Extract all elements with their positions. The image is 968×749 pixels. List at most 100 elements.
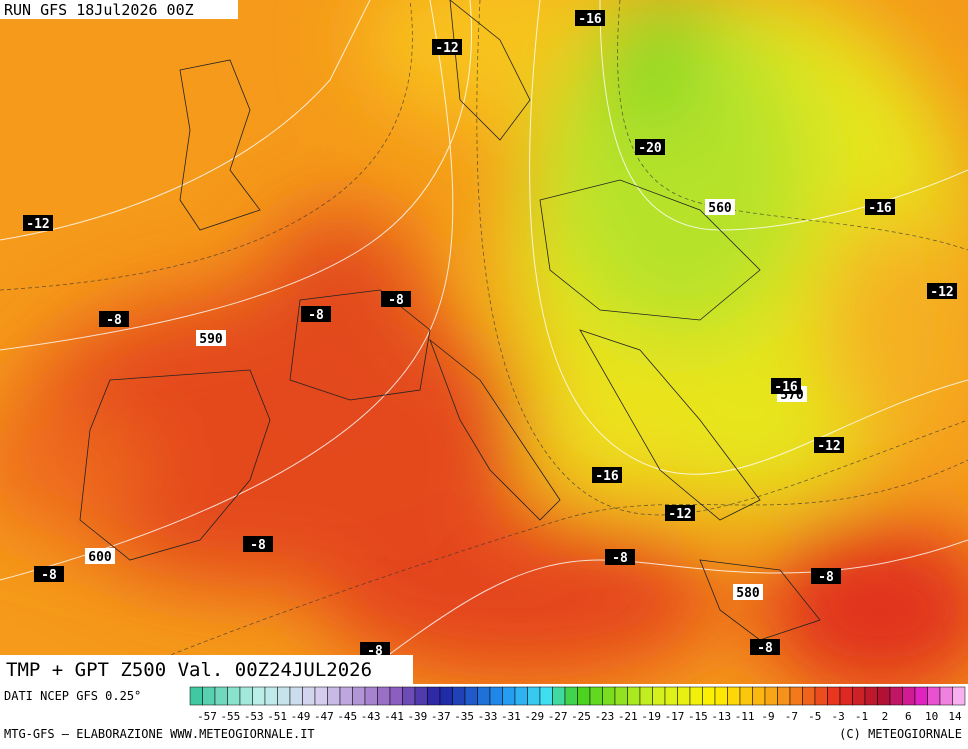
- color-swatch: [202, 686, 216, 706]
- scale-label: -49: [291, 710, 311, 723]
- color-swatch: [689, 686, 703, 706]
- color-swatch: [677, 686, 691, 706]
- contour-label: -8: [41, 568, 57, 583]
- color-swatch: [952, 686, 966, 706]
- color-swatch: [877, 686, 891, 706]
- scale-label: -57: [197, 710, 217, 723]
- label-box: [811, 568, 841, 584]
- color-swatch: [452, 686, 466, 706]
- header-box: [0, 0, 238, 19]
- scale-label: -5: [808, 710, 821, 723]
- scale-label: 10: [925, 710, 938, 723]
- color-swatch: [502, 686, 516, 706]
- label-box: [99, 311, 129, 327]
- color-swatch: [914, 686, 928, 706]
- color-swatch: [589, 686, 603, 706]
- scale-label: 14: [948, 710, 962, 723]
- color-swatch: [739, 686, 753, 706]
- scale-label: -21: [618, 710, 638, 723]
- label-box: [592, 467, 622, 483]
- contour-label: -12: [26, 217, 49, 232]
- color-swatch: [802, 686, 816, 706]
- color-swatch: [764, 686, 778, 706]
- scale-label: 2: [882, 710, 889, 723]
- color-swatch: [277, 686, 291, 706]
- color-swatch: [902, 686, 916, 706]
- color-swatch: [602, 686, 616, 706]
- contour-label: -20: [638, 141, 662, 156]
- scale-label: -13: [711, 710, 731, 723]
- color-swatch: [189, 686, 203, 706]
- color-scale: -57 -55 -53 -51 -49 -47 -45 -43 -41 -39 -37 -35 -33-…: [189, 686, 966, 723]
- scale-label: -29: [524, 710, 544, 723]
- contour-label: -12: [435, 41, 458, 56]
- scale-label: -3: [832, 710, 845, 723]
- scale-label: -1: [855, 710, 868, 723]
- color-swatch: [364, 686, 378, 706]
- scale-label: -47: [314, 710, 334, 723]
- label-box: [771, 378, 801, 394]
- label-box: [432, 39, 462, 55]
- label-box: [750, 639, 780, 655]
- credit: MTG-GFS — ELABORAZIONE WWW.METEOGIORNALE…: [4, 727, 315, 741]
- color-swatch: [827, 686, 841, 706]
- scale-label: -11: [735, 710, 755, 723]
- color-swatch: [789, 686, 803, 706]
- scale-label: -15: [688, 710, 708, 723]
- scale-label: -51: [267, 710, 287, 723]
- color-swatch: [514, 686, 528, 706]
- color-swatch: [777, 686, 791, 706]
- color-swatch: [214, 686, 228, 706]
- color-swatch: [889, 686, 903, 706]
- contour-label: -16: [774, 380, 798, 395]
- label-box: [360, 642, 390, 658]
- scale-label: -45: [337, 710, 357, 723]
- contour-label: -8: [250, 538, 266, 553]
- label-box: [733, 584, 763, 600]
- color-swatch: [702, 686, 716, 706]
- scale-label: -41: [384, 710, 404, 723]
- contour-label: -8: [818, 570, 834, 585]
- map-title: TMP + GPT Z500 Val. 00Z24JUL2026: [6, 659, 372, 681]
- contour-label: 580: [736, 586, 760, 601]
- label-box: [243, 536, 273, 552]
- color-swatch: [852, 686, 866, 706]
- label-box: [34, 566, 64, 582]
- contour-label: -12: [930, 285, 953, 300]
- color-swatch: [427, 686, 441, 706]
- color-swatch: [339, 686, 353, 706]
- label-box: [605, 549, 635, 565]
- color-swatch: [864, 686, 878, 706]
- contour-label: 590: [199, 332, 223, 347]
- label-box: [865, 199, 895, 215]
- map: [0, 0, 968, 684]
- scale-label: -19: [641, 710, 661, 723]
- color-swatch: [714, 686, 728, 706]
- contour-label: -8: [612, 551, 628, 566]
- color-swatch: [439, 686, 453, 706]
- color-swatch: [927, 686, 941, 706]
- color-swatch: [614, 686, 628, 706]
- color-swatch: [839, 686, 853, 706]
- color-swatch: [302, 686, 316, 706]
- color-swatch: [252, 686, 266, 706]
- contour-label: -16: [868, 201, 892, 216]
- color-swatch: [752, 686, 766, 706]
- scale-label: -25: [571, 710, 591, 723]
- contour-label: -12: [668, 507, 691, 522]
- scale-label: -53: [244, 710, 264, 723]
- contour-label: -16: [595, 469, 619, 484]
- color-swatch: [939, 686, 953, 706]
- color-swatch: [352, 686, 366, 706]
- color-swatch: [264, 686, 278, 706]
- label-box: [196, 330, 226, 346]
- scale-label: -33: [478, 710, 498, 723]
- run-label: RUN GFS 18Jul2026 00Z: [4, 1, 194, 19]
- color-swatch: [489, 686, 503, 706]
- contour-label: 560: [708, 201, 732, 216]
- color-swatch: [727, 686, 741, 706]
- contour-label: 600: [88, 550, 112, 565]
- color-swatch: [314, 686, 328, 706]
